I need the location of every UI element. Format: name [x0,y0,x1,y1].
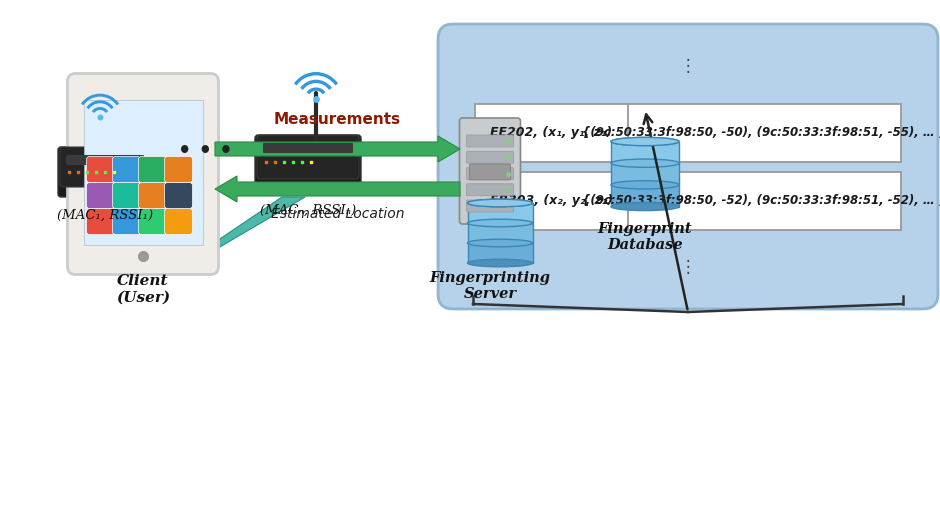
FancyBboxPatch shape [138,157,166,183]
FancyBboxPatch shape [138,208,166,234]
Ellipse shape [611,138,679,145]
Ellipse shape [467,199,532,207]
FancyBboxPatch shape [58,147,152,197]
FancyBboxPatch shape [66,155,144,165]
FancyBboxPatch shape [467,223,532,243]
FancyBboxPatch shape [611,163,679,185]
FancyBboxPatch shape [460,118,521,224]
Text: (MACₙ, RSSIₙ): (MACₙ, RSSIₙ) [260,204,356,217]
Ellipse shape [611,181,679,189]
Ellipse shape [611,159,679,167]
Polygon shape [199,197,305,259]
FancyBboxPatch shape [113,157,140,183]
Ellipse shape [611,203,679,211]
FancyBboxPatch shape [257,135,359,179]
Text: EE202, (x₁, y₁, z₁): EE202, (x₁, y₁, z₁) [491,126,613,139]
FancyBboxPatch shape [469,164,510,180]
Text: (MAC₁, RSSI₁): (MAC₁, RSSI₁) [57,209,153,222]
FancyBboxPatch shape [113,183,140,208]
FancyBboxPatch shape [466,200,513,212]
FancyArrow shape [215,176,460,202]
Polygon shape [100,201,193,259]
FancyBboxPatch shape [475,104,901,161]
Text: Measurements: Measurements [274,112,401,127]
FancyBboxPatch shape [438,24,938,309]
Text: • • •: • • • [178,141,232,161]
FancyBboxPatch shape [86,157,115,183]
Ellipse shape [611,138,679,145]
Text: Fingerprint
Database: Fingerprint Database [598,222,693,252]
FancyBboxPatch shape [466,151,513,163]
FancyBboxPatch shape [164,157,193,183]
FancyBboxPatch shape [611,185,679,206]
FancyBboxPatch shape [86,183,115,208]
FancyBboxPatch shape [263,143,353,153]
Text: Estimated Location: Estimated Location [271,207,404,221]
FancyBboxPatch shape [164,183,193,208]
FancyBboxPatch shape [611,141,679,163]
FancyBboxPatch shape [475,171,901,230]
FancyBboxPatch shape [466,135,513,147]
Text: ⋮: ⋮ [680,57,697,75]
Text: {(9c:50:33:3f:98:50, -50), (9c:50:33:3f:98:51, -55), … }: {(9c:50:33:3f:98:50, -50), (9c:50:33:3f:… [582,126,940,139]
FancyBboxPatch shape [113,208,140,234]
Ellipse shape [467,239,532,247]
FancyBboxPatch shape [164,208,193,234]
FancyBboxPatch shape [467,243,532,263]
Ellipse shape [467,199,532,207]
Text: Client
(User): Client (User) [116,274,170,304]
FancyBboxPatch shape [84,99,202,244]
Text: ⋮: ⋮ [680,258,697,276]
FancyBboxPatch shape [60,147,150,187]
Text: Fingerprinting
Server: Fingerprinting Server [430,271,551,301]
Text: {(9c:50:33:3f:98:50, -52), (9c:50:33:3f:98:51, -52), … }: {(9c:50:33:3f:98:50, -52), (9c:50:33:3f:… [582,194,940,207]
FancyBboxPatch shape [467,203,532,223]
FancyBboxPatch shape [86,208,115,234]
FancyBboxPatch shape [138,183,166,208]
Ellipse shape [467,219,532,227]
FancyBboxPatch shape [466,168,513,179]
Ellipse shape [467,259,532,267]
FancyArrow shape [215,136,460,162]
FancyBboxPatch shape [68,74,218,275]
Text: EB303, (x₂, y₂, z₂): EB303, (x₂, y₂, z₂) [490,194,613,207]
FancyBboxPatch shape [466,184,513,196]
FancyBboxPatch shape [255,135,361,189]
